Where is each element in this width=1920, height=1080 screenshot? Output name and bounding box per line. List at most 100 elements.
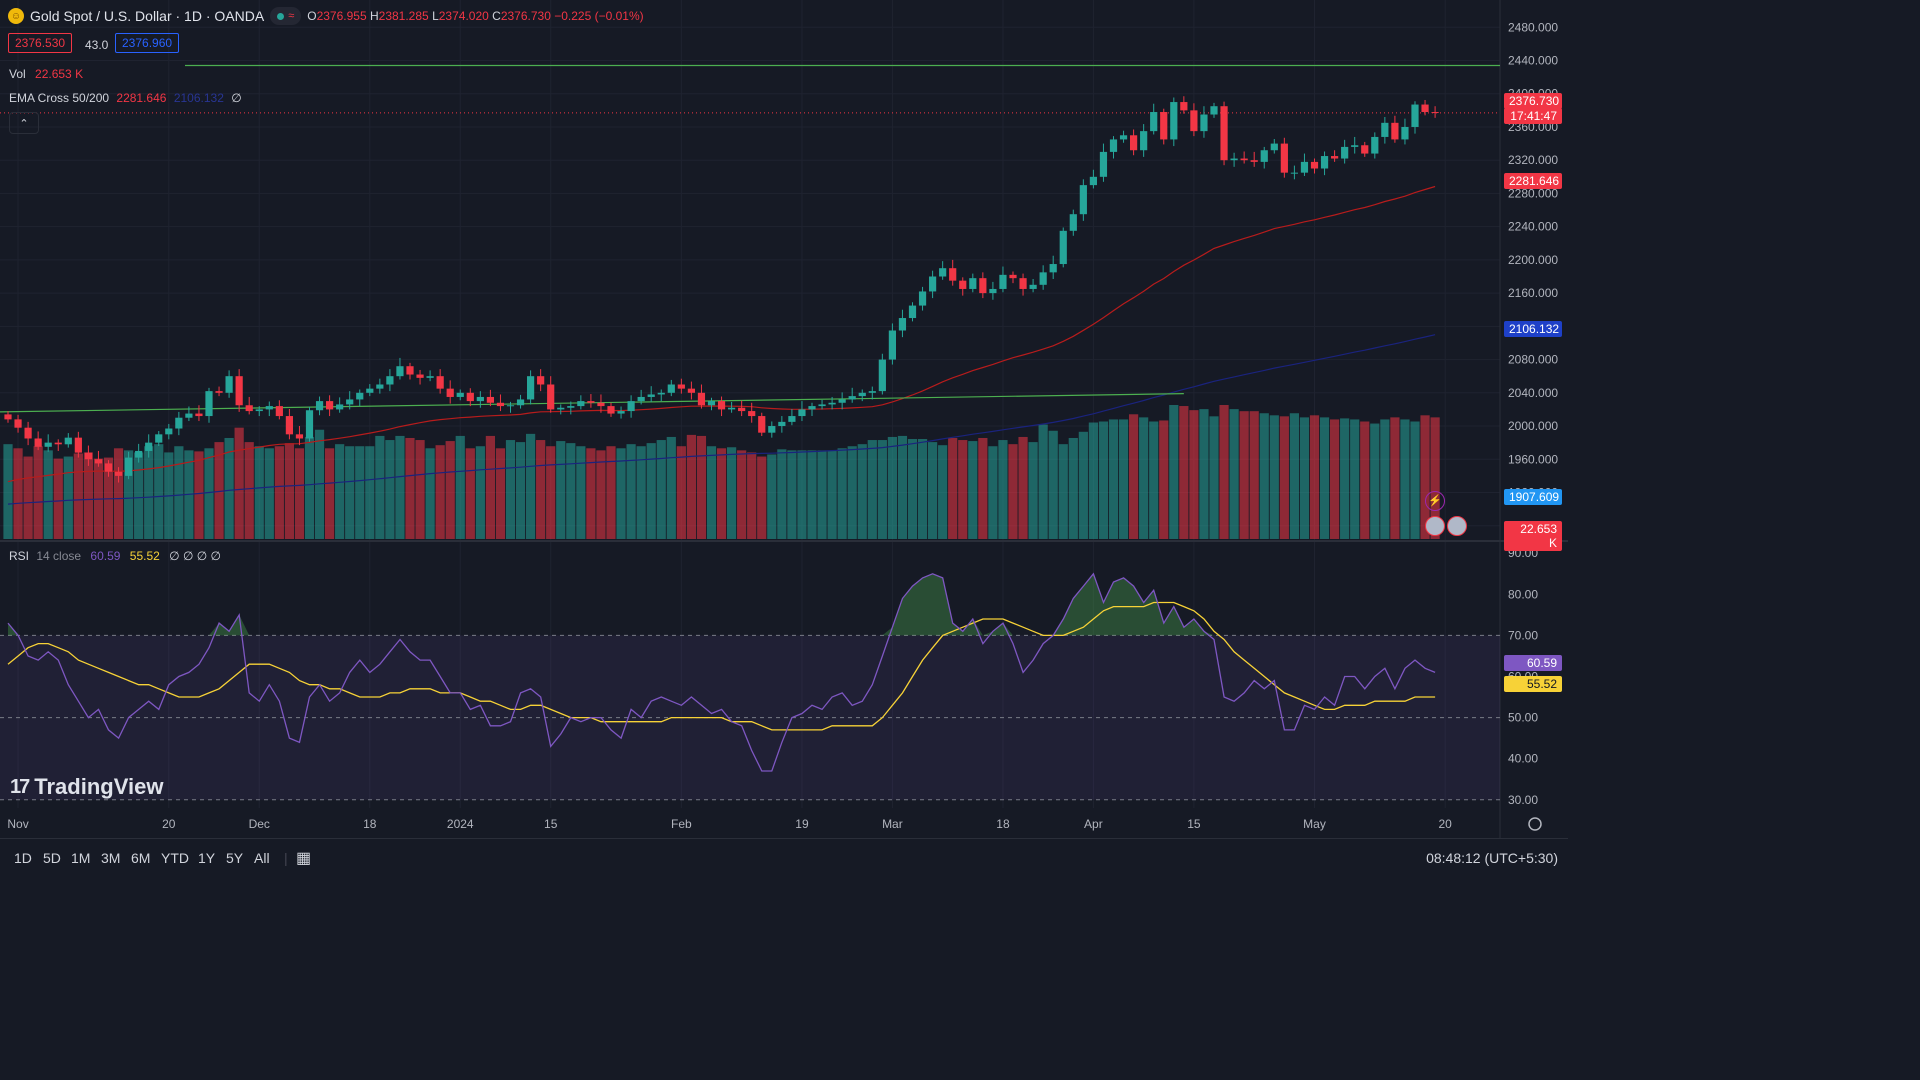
candle-body: [768, 426, 776, 433]
price-tick-label-2: 1960.000: [1508, 452, 1558, 466]
us-flag-event-icon-2[interactable]: [1447, 516, 1467, 536]
candle-body: [1059, 230, 1067, 265]
volume-bar: [214, 442, 224, 539]
timeframe-5d[interactable]: 5D: [43, 850, 61, 866]
candle-body: [989, 288, 997, 294]
candle-body: [1170, 102, 1178, 140]
collapse-legend-button[interactable]: ⌃: [9, 112, 39, 134]
volume-bar: [1330, 419, 1340, 539]
timeframe-3m[interactable]: 3M: [101, 850, 121, 866]
x-tick-label-5: 15: [544, 817, 558, 831]
candle-body: [516, 399, 525, 406]
candle-body: [1300, 161, 1309, 173]
us-flag-event-icon[interactable]: [1425, 516, 1445, 536]
volume-bar: [958, 440, 968, 539]
timeframe-6m[interactable]: 6M: [131, 850, 151, 866]
candle-body: [366, 388, 374, 393]
candle-body: [667, 384, 675, 393]
volume-bar: [968, 441, 978, 539]
market-status-pill[interactable]: ≈: [270, 7, 302, 25]
volume-bar: [3, 444, 13, 539]
candle-body: [1009, 274, 1017, 279]
volume-bar: [244, 442, 254, 539]
candle-body: [175, 417, 183, 429]
ema-legend[interactable]: EMA Cross 50/200 2281.646 2106.132 ∅: [9, 91, 242, 105]
candle-body: [1351, 145, 1359, 147]
symbol-title[interactable]: Gold Spot / U.S. Dollar · 1D · OANDA: [30, 8, 265, 24]
volume-bar: [666, 436, 676, 539]
volume-bar: [646, 443, 656, 539]
candle-body: [165, 428, 173, 435]
candle-body: [607, 406, 615, 414]
price-tick-label-15: 2480.000: [1508, 20, 1558, 34]
vol-ma-badge: 1907.609: [1504, 489, 1562, 505]
timeframe-1y[interactable]: 1Y: [198, 850, 216, 866]
candle-body: [135, 450, 143, 458]
volume-bar: [747, 452, 757, 539]
timeframe-5y[interactable]: 5Y: [226, 850, 244, 866]
candle-body: [44, 442, 52, 447]
chart-svg[interactable]: 1880.0001920.0001960.0002000.0002040.000…: [0, 0, 1568, 882]
buy-price-box[interactable]: 2376.960: [115, 33, 180, 53]
candle-body: [326, 401, 334, 410]
candle-body: [406, 366, 414, 375]
volume-bar: [696, 435, 707, 539]
volume-bar: [495, 448, 506, 539]
volume-bar: [1209, 416, 1219, 539]
candle-body: [215, 391, 223, 393]
rsi-tick-label-0: 30.00: [1508, 793, 1538, 807]
volume-bar: [1018, 436, 1028, 539]
candle-body: [1140, 131, 1148, 151]
calendar-goto-date-icon[interactable]: ▦: [296, 850, 312, 867]
volume-bar: [395, 435, 405, 539]
last-price-badge: 2376.730: [1504, 93, 1562, 109]
candle-body: [396, 366, 404, 377]
toolbar-divider: |: [284, 850, 288, 866]
clock-readout[interactable]: 08:48:12 (UTC+5:30): [1426, 850, 1558, 866]
candle-body: [647, 394, 655, 397]
volume-bar: [455, 435, 465, 539]
rsi-tick-label-1: 40.00: [1508, 752, 1538, 766]
lightning-event-icon[interactable]: ⚡: [1425, 491, 1445, 511]
chevron-up-icon: ⌃: [19, 117, 29, 130]
candle-body: [125, 457, 133, 476]
volume-bar: [586, 448, 596, 539]
volume-bar: [53, 458, 63, 539]
candle-body: [376, 384, 384, 389]
volume-bar: [415, 440, 425, 539]
volume-bar: [787, 450, 797, 539]
candle-body: [999, 274, 1007, 289]
candle-body: [346, 399, 354, 405]
volume-bar: [1289, 413, 1299, 539]
volume-bar: [606, 446, 616, 539]
candle-body: [1341, 146, 1349, 159]
volume-bar: [556, 441, 566, 539]
volume-bar: [1219, 405, 1229, 539]
volume-bar: [475, 446, 485, 539]
volume-bar: [797, 450, 807, 539]
timeframe-all[interactable]: All: [254, 850, 270, 866]
volume-bar: [807, 450, 817, 539]
timeframe-ytd[interactable]: YTD: [161, 850, 189, 866]
countdown-badge: 17:41:47: [1504, 108, 1562, 124]
candle-body: [104, 463, 113, 472]
volume-bar: [405, 437, 415, 539]
candle-body: [195, 413, 203, 417]
candle-body: [1180, 102, 1188, 111]
volume-legend[interactable]: Vol 22.653 K: [9, 67, 84, 81]
timeframe-1m[interactable]: 1M: [71, 850, 91, 866]
volume-bar: [626, 444, 636, 539]
volume-bar: [355, 446, 365, 539]
volume-bar: [576, 446, 586, 539]
volume-bar: [1088, 422, 1098, 539]
volume-bar: [1279, 416, 1289, 539]
candle-body: [205, 391, 213, 417]
volume-bar: [867, 440, 877, 539]
volume-bar: [1400, 419, 1410, 539]
timeframe-1d[interactable]: 1D: [14, 850, 32, 866]
settings-gear-icon[interactable]: [1528, 817, 1542, 831]
sell-price-box[interactable]: 2376.530: [8, 33, 73, 53]
volume-bar: [385, 440, 395, 539]
rsi-legend[interactable]: RSI 14 close 60.59 55.52 ∅ ∅ ∅ ∅: [9, 549, 221, 563]
volume-bar: [1269, 415, 1279, 539]
